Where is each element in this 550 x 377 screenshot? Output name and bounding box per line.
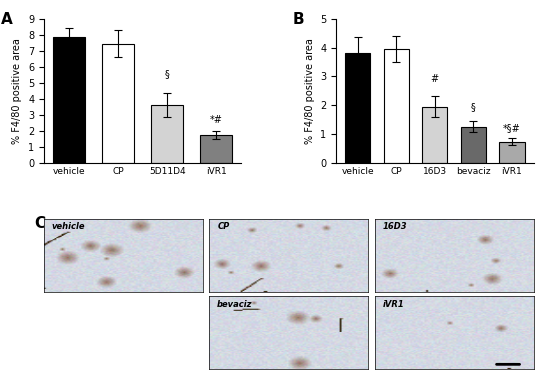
- Text: *#: *#: [210, 115, 223, 125]
- Bar: [422, 107, 447, 162]
- Text: C: C: [34, 216, 45, 230]
- Text: #: #: [431, 74, 439, 84]
- Text: CP: CP: [217, 222, 229, 231]
- Text: vehicle: vehicle: [52, 222, 85, 231]
- Bar: [102, 44, 134, 162]
- Text: §: §: [471, 102, 476, 112]
- Bar: [384, 49, 409, 162]
- Text: 16D3: 16D3: [382, 222, 407, 231]
- Text: B: B: [293, 12, 304, 27]
- Text: §: §: [165, 69, 170, 79]
- Bar: [200, 135, 233, 162]
- Bar: [345, 53, 370, 162]
- Bar: [53, 37, 85, 162]
- Y-axis label: % F4/80 positive area: % F4/80 positive area: [13, 38, 23, 144]
- Bar: [461, 127, 486, 162]
- Text: *§#: *§#: [503, 123, 521, 133]
- Text: A: A: [1, 12, 12, 27]
- Bar: [151, 105, 183, 162]
- Text: iVR1: iVR1: [382, 300, 404, 309]
- Bar: [499, 142, 525, 162]
- Y-axis label: % F4/80 positive area: % F4/80 positive area: [305, 38, 315, 144]
- Text: bevaciz: bevaciz: [217, 300, 253, 309]
